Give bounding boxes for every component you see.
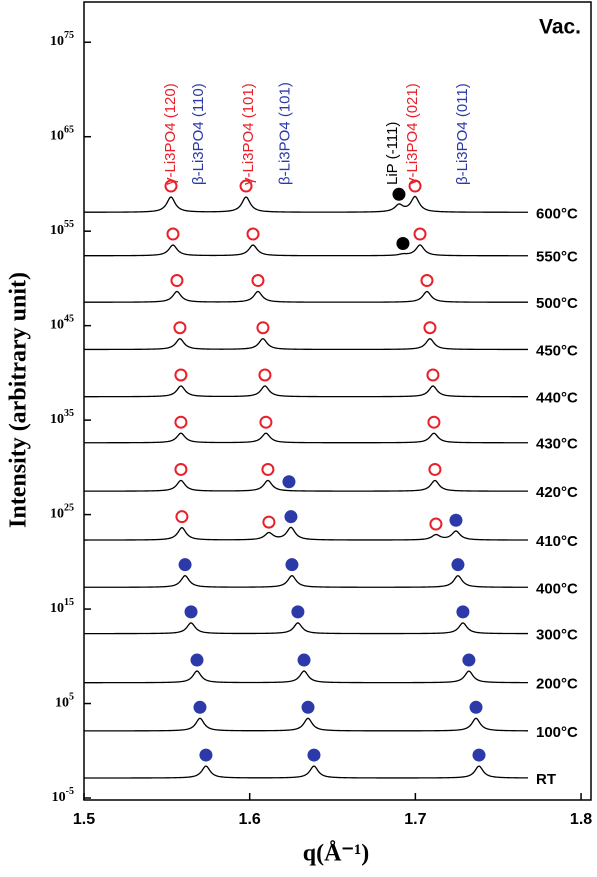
peak-marker [462,653,476,667]
trace-label: 550°C [536,249,578,266]
peak-marker [282,475,296,489]
peak-annotation: γ-Li3PO4 (120) [162,83,179,185]
x-tick-label: 1.7 [404,811,426,828]
peak-marker [262,515,276,529]
peak-marker [246,227,260,241]
trace [84,290,528,303]
peak-marker [472,748,486,762]
peak-marker [261,462,275,476]
trace [84,385,528,398]
peak-marker [239,179,253,193]
trace [84,574,528,588]
trace [84,526,528,541]
peak-marker [174,415,188,429]
peak-marker [178,558,192,572]
trace-label: 300°C [536,627,578,644]
trace-label: 440°C [536,390,578,407]
y-tick-label: 1055 [50,219,74,238]
peak-marker [449,513,463,527]
peak-marker [392,187,406,201]
y-tick-label: 1045 [50,314,74,333]
peak-marker [251,274,265,288]
peak-marker [297,653,311,667]
trace-label: 430°C [536,436,578,453]
trace [84,717,529,732]
peak-marker [184,605,198,619]
trace-label: RT [536,771,556,788]
peak-marker [469,700,483,714]
trace [84,244,528,257]
peak-marker [175,510,189,524]
peak-marker [291,605,305,619]
peak-marker [193,700,207,714]
peak-marker [423,321,437,335]
peak-marker [408,179,422,193]
peak-marker [164,179,178,193]
chart-title: Vac. [539,16,581,39]
trace-label: 450°C [536,342,578,359]
trace-label: 200°C [536,676,578,693]
trace-label: 420°C [536,484,578,501]
peak-marker [256,321,270,335]
peak-marker [429,517,443,531]
y-axis-label: Intensity (arbitrary unit) [6,272,32,528]
peak-marker [199,748,213,762]
trace [84,622,528,635]
peak-annotation: β-Li3PO4 (011) [454,83,471,185]
peak-annotation: β-Li3PO4 (101) [276,82,293,185]
x-tick-label: 1.8 [570,811,592,828]
y-tick-label: 1075 [50,31,74,50]
trace-label: 600°C [536,205,578,222]
peak-marker [451,558,465,572]
x-axis-label: q(Å⁻¹) [303,841,370,867]
peak-marker [166,227,180,241]
y-tick-label: 105 [55,692,74,711]
peak-marker [427,415,441,429]
y-tick-label: 10-5 [52,786,74,805]
peak-marker [173,321,187,335]
peak-marker [258,368,272,382]
peak-marker [170,274,184,288]
trace [84,337,528,351]
trace [84,195,528,213]
peak-annotation: γ-Li3PO4 (101) [240,83,257,185]
peak-annotation: β-Li3PO4 (110) [190,83,207,185]
peak-marker [174,368,188,382]
peak-marker [285,558,299,572]
peak-marker [259,415,273,429]
peak-marker [190,653,204,667]
y-tick-label: 1025 [50,503,74,522]
peak-marker [456,605,470,619]
trace-label: 410°C [536,533,578,550]
peak-annotation: LiP (-111) [384,122,401,185]
x-tick-label: 1.6 [239,811,261,828]
trace [84,432,528,444]
y-tick-label: 1015 [50,597,74,616]
peak-marker [307,748,321,762]
peak-marker [174,462,188,476]
peak-marker [420,274,434,288]
peak-annotation: γ-Li3PO4 (021) [404,83,421,185]
trace [84,765,529,779]
peak-marker [413,227,427,241]
y-tick-label: 1065 [50,125,74,144]
peak-marker [428,462,442,476]
x-tick-label: 1.5 [73,811,95,828]
trace-label: 100°C [536,724,578,741]
peak-marker [301,700,315,714]
peak-marker [426,368,440,382]
trace-label: 500°C [536,295,578,312]
trace [84,479,528,492]
plot-frame [83,1,592,801]
peak-marker [396,236,410,250]
peak-marker [284,510,298,524]
trace [84,670,529,684]
y-tick-label: 1035 [50,408,74,427]
trace-label: 400°C [536,580,578,597]
